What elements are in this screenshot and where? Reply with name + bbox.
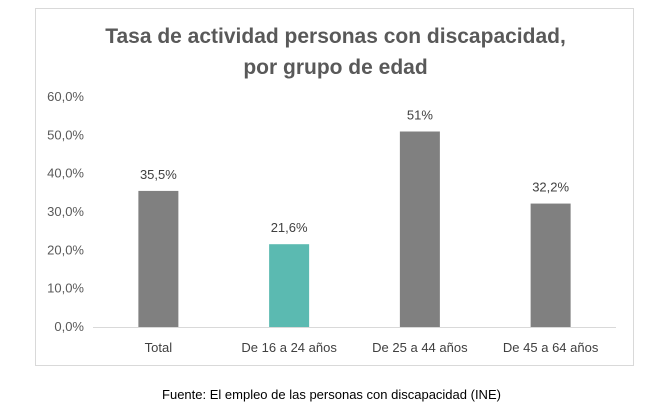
data-label: 21,6% [271, 220, 308, 235]
y-tick-label: 30,0% [47, 204, 84, 219]
x-tick-label: De 25 a 44 años [372, 340, 468, 355]
y-tick-label: 60,0% [47, 89, 84, 104]
x-tick-label: De 45 a 64 años [503, 340, 599, 355]
data-label: 51% [407, 108, 433, 123]
bar [138, 190, 179, 327]
chart-title-line-1: Tasa de actividad personas con discapaci… [105, 25, 566, 48]
bar [269, 244, 310, 327]
x-tick-label: De 16 a 24 años [241, 340, 337, 355]
y-tick-label: 0,0% [54, 319, 84, 334]
chart-title: Tasa de actividad personas con discapaci… [36, 21, 635, 83]
bar [530, 203, 571, 327]
data-label: 35,5% [140, 167, 177, 182]
y-tick-label: 20,0% [47, 242, 84, 257]
y-tick-label: 10,0% [47, 281, 84, 296]
chart-frame: Tasa de actividad personas con discapaci… [35, 8, 634, 366]
chart-title-line-2: por grupo de edad [243, 56, 428, 79]
y-tick-label: 40,0% [47, 166, 84, 181]
data-label: 32,2% [532, 180, 569, 195]
bar [399, 131, 440, 327]
x-tick-label: Total [145, 340, 173, 355]
y-tick-label: 50,0% [47, 127, 84, 142]
source-note: Fuente: El empleo de las personas con di… [162, 387, 501, 402]
